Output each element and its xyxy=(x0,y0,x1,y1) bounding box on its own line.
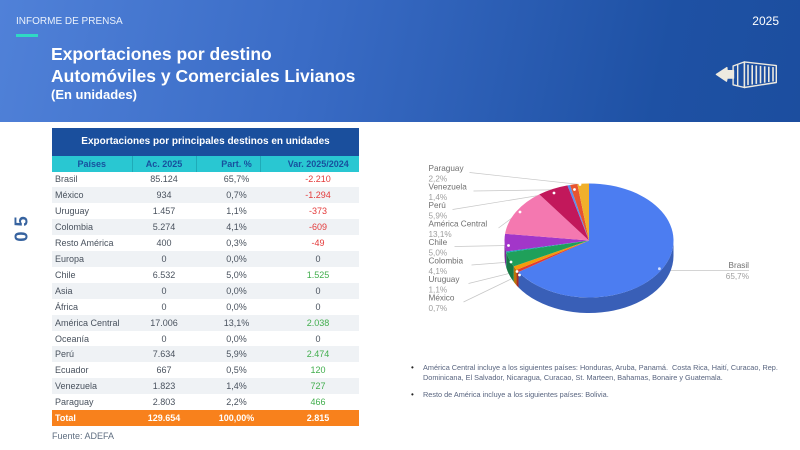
svg-text:65,7%: 65,7% xyxy=(726,272,749,281)
svg-text:México: México xyxy=(429,294,455,303)
svg-text:Chile: Chile xyxy=(429,238,448,247)
svg-text:Colombia: Colombia xyxy=(429,257,464,266)
svg-text:5,9%: 5,9% xyxy=(429,212,448,221)
svg-text:Uruguay: Uruguay xyxy=(429,275,461,284)
svg-text:5,0%: 5,0% xyxy=(429,249,448,258)
svg-text:1,1%: 1,1% xyxy=(429,286,448,295)
svg-text:13,1%: 13,1% xyxy=(429,230,452,239)
svg-text:Brasil: Brasil xyxy=(729,261,750,270)
svg-text:0,7%: 0,7% xyxy=(429,304,448,313)
svg-text:2,2%: 2,2% xyxy=(429,175,448,184)
svg-text:Paraguay: Paraguay xyxy=(429,164,465,173)
svg-text:4,1%: 4,1% xyxy=(429,267,448,276)
svg-text:Venezuela: Venezuela xyxy=(429,183,468,192)
svg-text:Perú: Perú xyxy=(429,201,447,210)
svg-text:América Central: América Central xyxy=(429,220,488,229)
svg-text:1,4%: 1,4% xyxy=(429,193,448,202)
